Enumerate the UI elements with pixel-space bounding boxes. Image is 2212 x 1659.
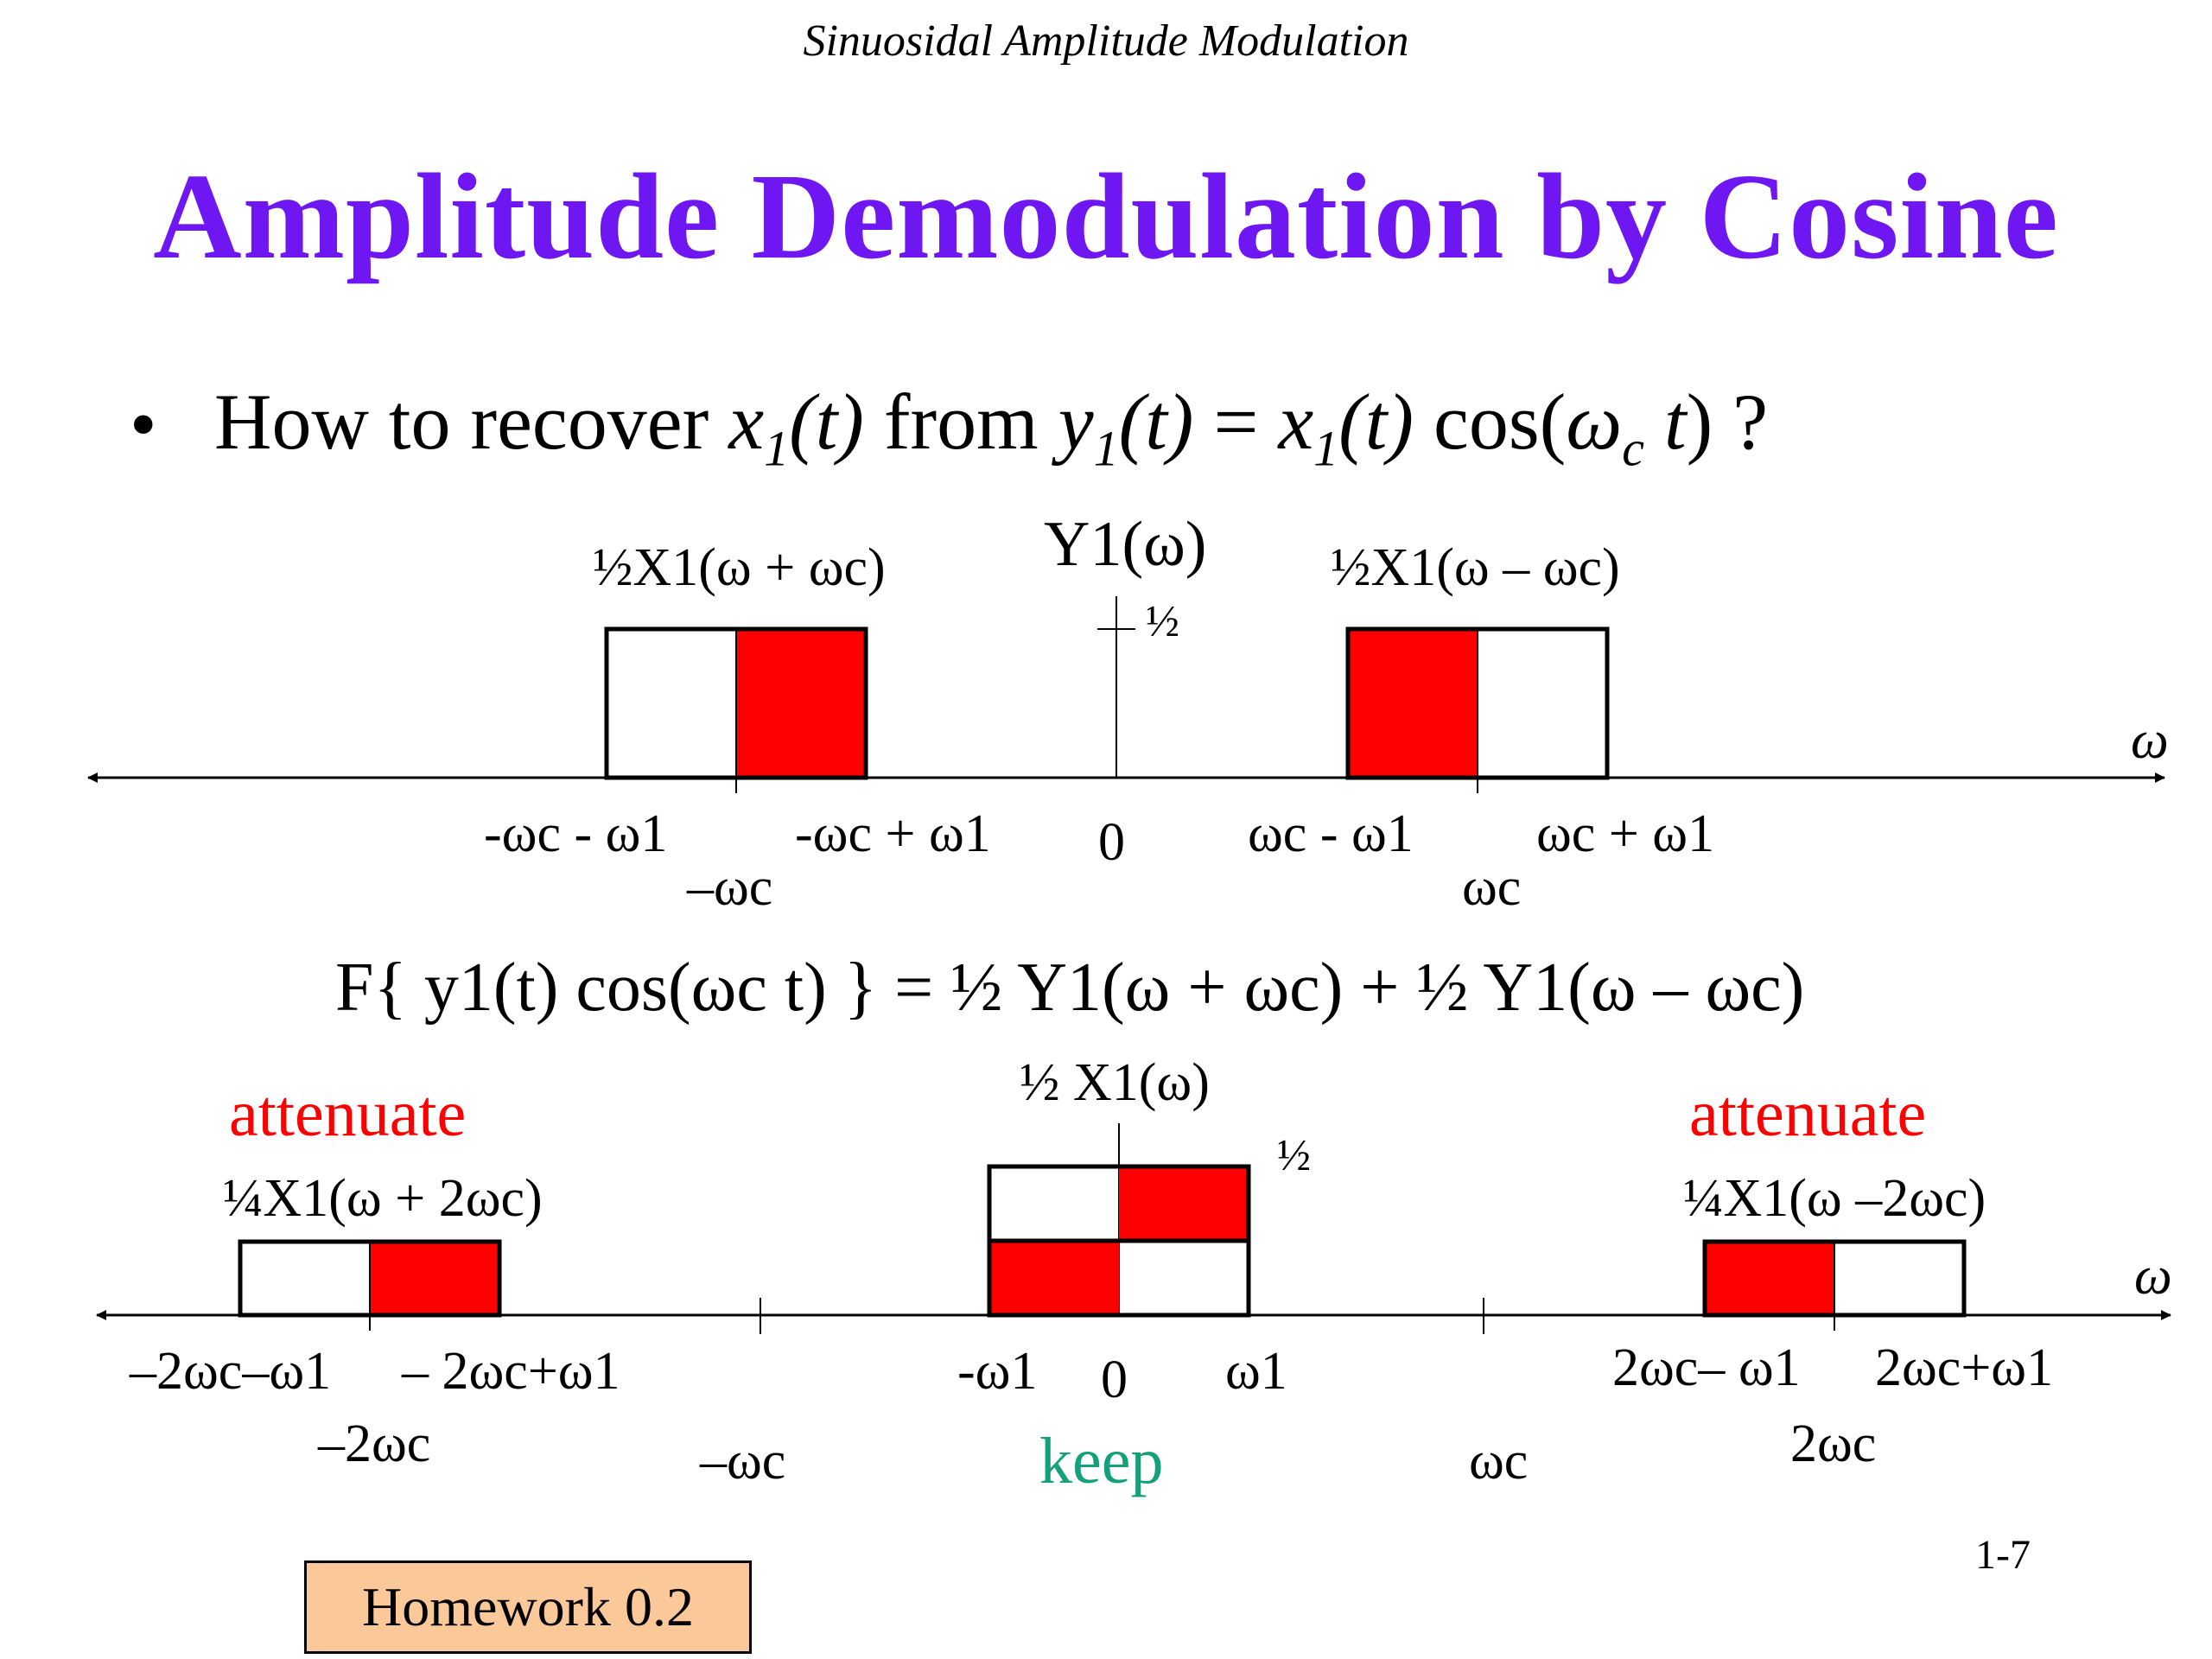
top-spectrum	[88, 596, 2164, 793]
tick-neg-2wc-plus-w1: – 2ωc+ω1	[402, 1341, 620, 1402]
bottom-left-spectrum-label: ¼X1(ω + 2ωc)	[223, 1168, 543, 1230]
bottom-axis-label: ω	[2134, 1246, 2172, 1307]
top-height-label: ½	[1146, 596, 1179, 647]
bottom-left-red-half	[370, 1242, 499, 1315]
center-upper-red	[1119, 1166, 1249, 1241]
tick-bottom-zero: 0	[1101, 1350, 1128, 1411]
tick-2wc-plus-w1: 2ωc+ω1	[1875, 1338, 2053, 1399]
attenuate-right-label: attenuate	[1689, 1077, 1926, 1152]
keep-label: keep	[1039, 1424, 1163, 1499]
bottom-right-spectrum-label: ¼X1(ω –2ωc)	[1683, 1168, 1986, 1230]
tick-neg-w1: -ω1	[957, 1341, 1037, 1402]
tick-zero: 0	[1098, 812, 1125, 874]
attenuate-left-label: attenuate	[229, 1077, 466, 1152]
top-axis-label: ω	[2131, 710, 2169, 772]
top-spectrum-title: Y1(ω)	[1044, 508, 1206, 582]
tick-wc-plus-w1: ωc + ω1	[1536, 804, 1714, 865]
homework-badge: Homework 0.2	[304, 1560, 752, 1654]
tick-neg-wc-plus-w1: -ωc + ω1	[795, 804, 991, 865]
bottom-center-label: ½ X1(ω)	[1020, 1052, 1210, 1114]
top-right-spectrum-label: ½X1(ω – ωc)	[1331, 537, 1620, 599]
tick-w1: ω1	[1225, 1341, 1287, 1402]
page-number: 1-7	[1975, 1531, 2031, 1579]
top-right-red-half	[1348, 629, 1478, 778]
demodulation-formula: F{ y1(t) cos(ωc t) } = ½ Y1(ω + ωc) + ½ …	[335, 949, 1804, 1027]
tick-wc: ωc	[1462, 857, 1521, 918]
center-lower-red	[989, 1241, 1119, 1315]
tick-neg-2wc-minus-w1: –2ωc–ω1	[130, 1341, 331, 1402]
tick-2wc: 2ωc	[1790, 1414, 1876, 1475]
tick-wc-minus-w1: ωc - ω1	[1248, 804, 1414, 865]
tick-neg-2wc: –2ωc	[318, 1414, 430, 1475]
tick-neg-wc: –ωc	[687, 857, 772, 918]
top-left-spectrum-label: ½X1(ω + ωc)	[593, 537, 886, 599]
tick-bottom-wc: ωc	[1469, 1431, 1528, 1492]
tick-2wc-minus-w1: 2ωc– ω1	[1612, 1338, 1801, 1399]
tick-bottom-neg-wc: –ωc	[700, 1431, 785, 1492]
top-left-red-half	[736, 629, 866, 778]
bottom-right-red-half	[1705, 1242, 1834, 1315]
tick-neg-wc-minus-w1: -ωc - ω1	[484, 804, 667, 865]
bottom-height-label: ½	[1277, 1130, 1311, 1181]
